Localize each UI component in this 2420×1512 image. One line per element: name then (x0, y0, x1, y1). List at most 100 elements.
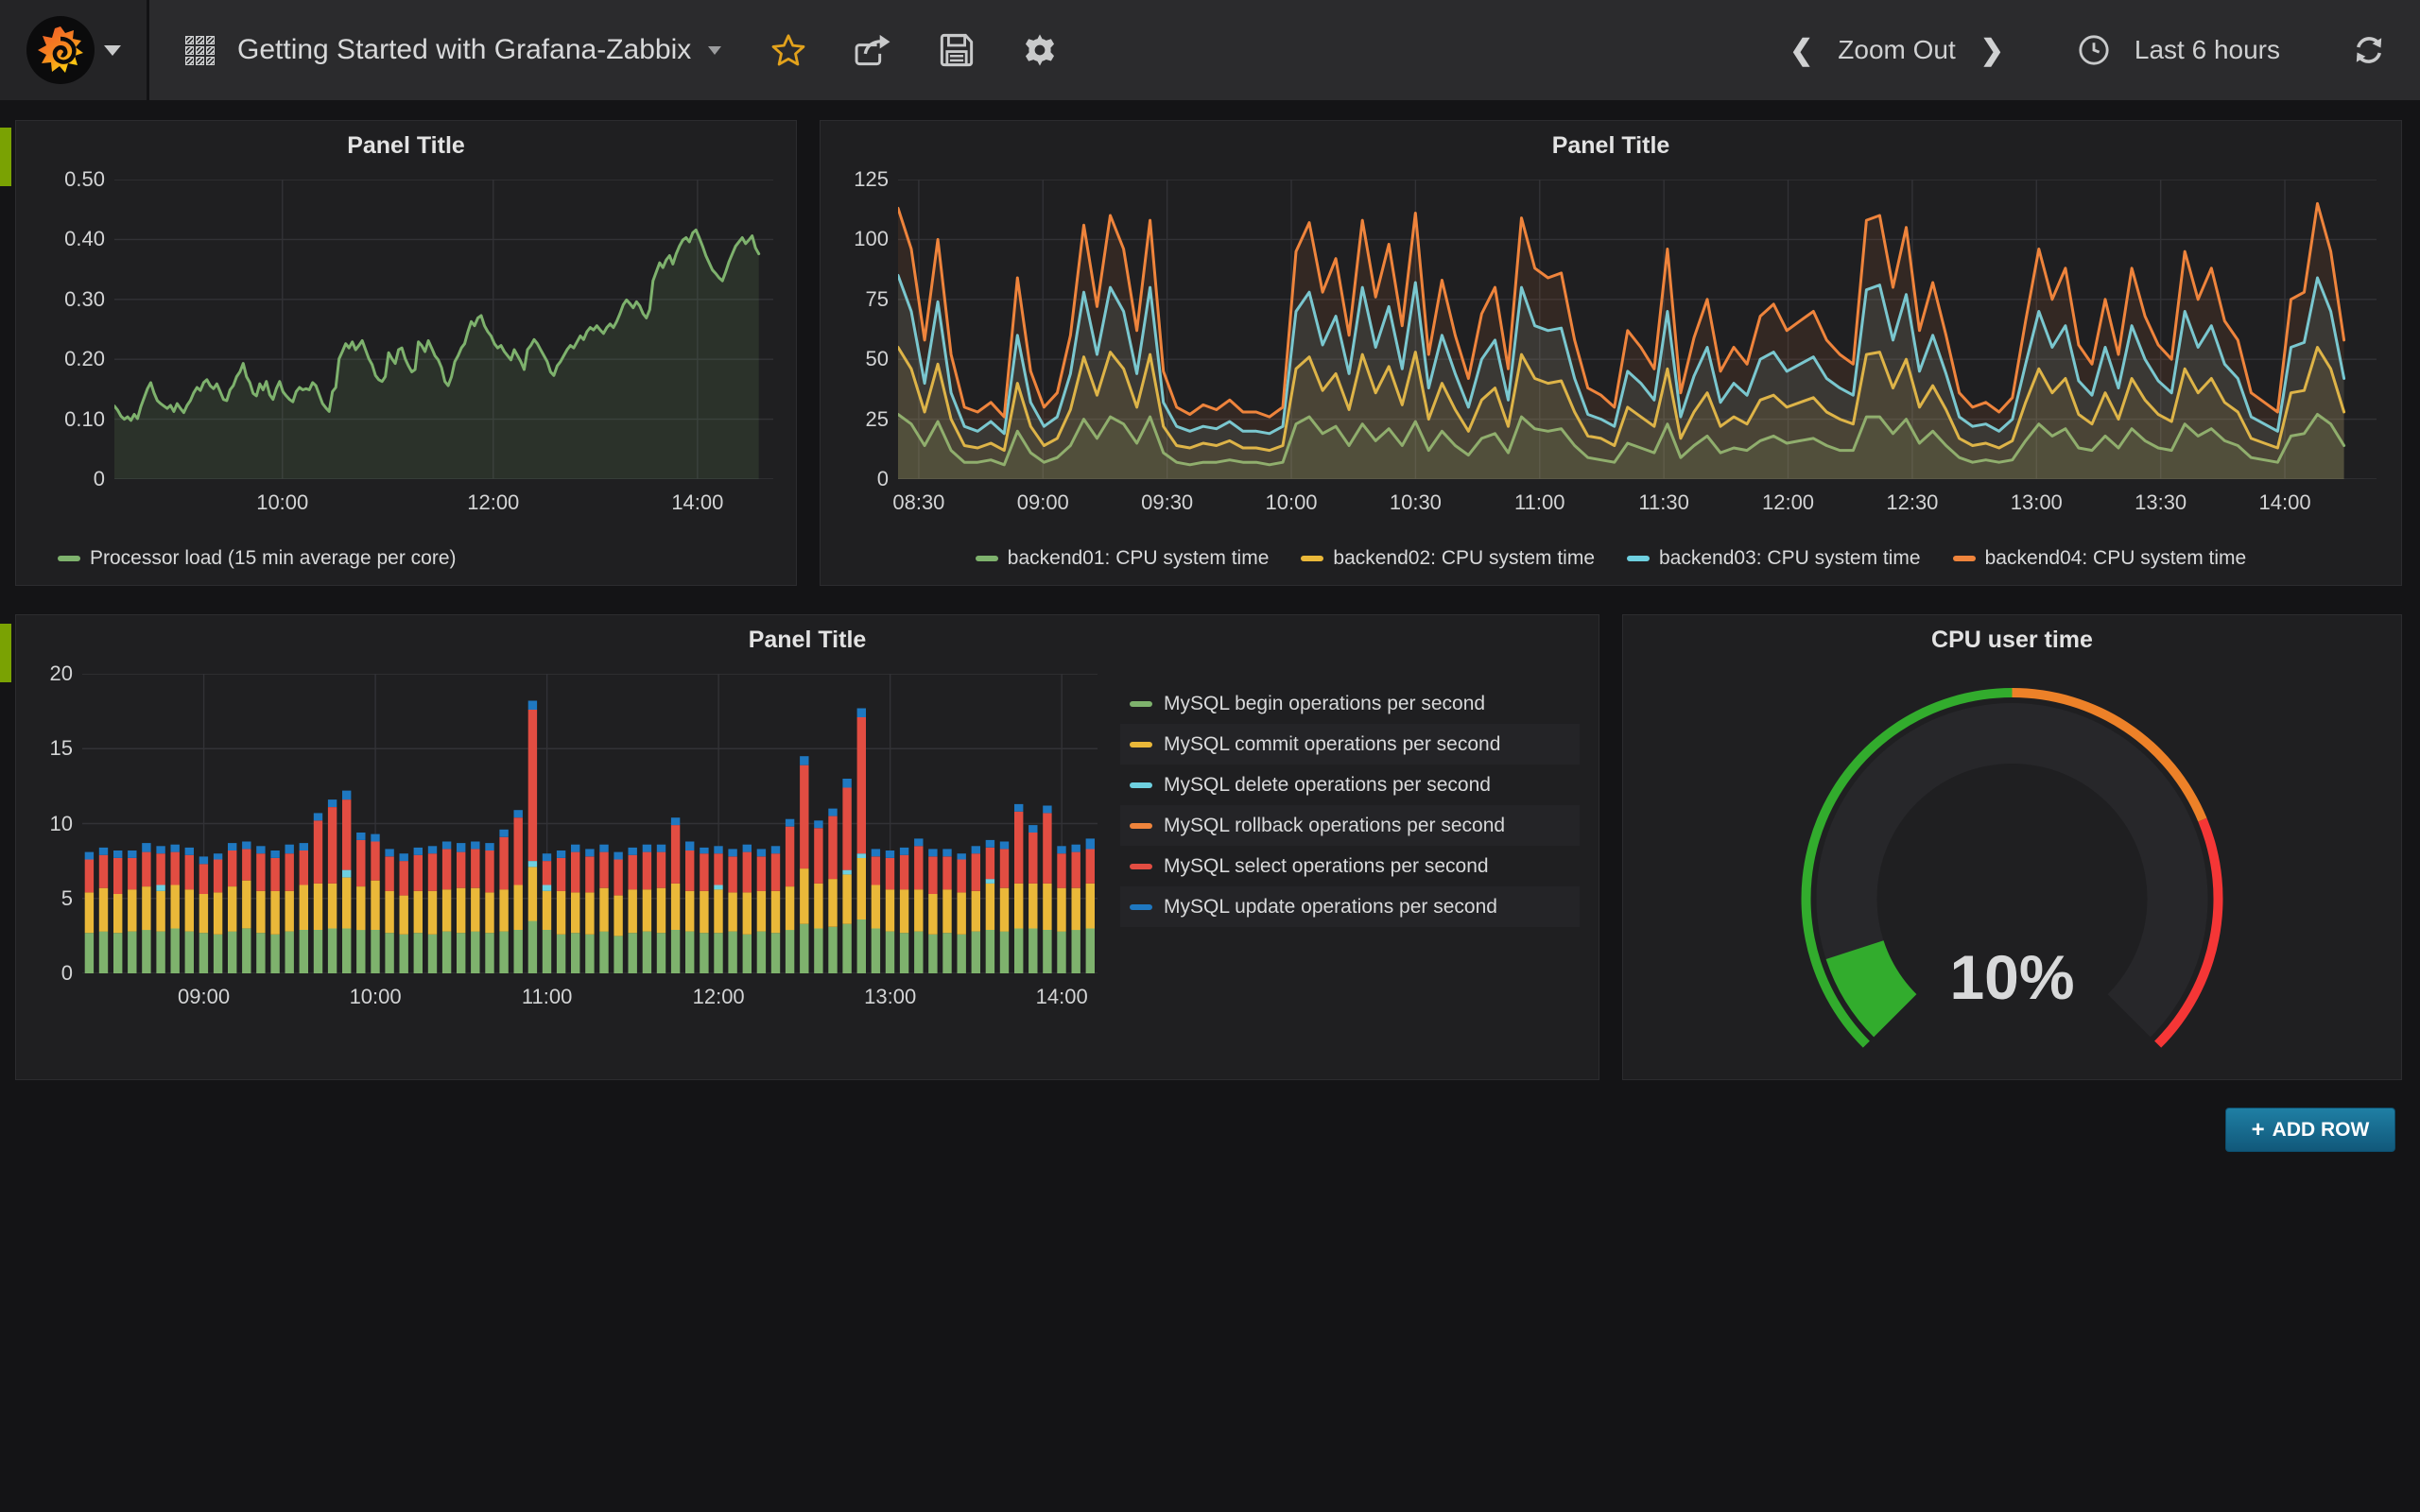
legend-label: backend04: CPU system time (1984, 547, 2247, 569)
y-axis-label: 0.30 (64, 286, 105, 311)
legend-label: Processor load (15 min average per core) (90, 547, 457, 569)
time-range-picker[interactable]: Last 6 hours (2134, 35, 2280, 64)
legend-color-dash (1130, 741, 1152, 747)
x-axis-label: 12:30 (1886, 490, 1939, 514)
legend-label: MySQL commit operations per second (1164, 732, 1501, 755)
legend-item[interactable]: MySQL select operations per second (1120, 846, 1580, 886)
legend-item[interactable]: Processor load (15 min average per core) (58, 547, 457, 570)
processor-load-plot[interactable] (114, 180, 773, 479)
clock-icon (2078, 34, 2110, 66)
x-axis-label: 13:00 (864, 985, 917, 1008)
mysql-operations-graph[interactable]: MySQL begin operations per second MySQL c… (16, 615, 1599, 1079)
panel-cpu-system-time: Panel Title 125 100 75 50 25 0 08:30 09:00 09:30… (820, 120, 2402, 586)
x-axis-label: 10:00 (256, 490, 309, 514)
time-back-chevron[interactable]: ❮ (1789, 34, 1814, 66)
y-axis-label: 0.40 (64, 227, 105, 251)
settings-gear-button[interactable] (1022, 32, 1058, 68)
panel4-title[interactable]: CPU user time (1931, 627, 2093, 653)
legend-item[interactable]: MySQL commit operations per second (1120, 724, 1580, 765)
x-axis-label: 12:00 (1761, 490, 1815, 514)
panel-cpu-user-time: CPU user time 10% (1622, 614, 2402, 1080)
x-axis-label: 12:00 (692, 985, 745, 1008)
legend-color-dash (1130, 863, 1152, 869)
mysql-operations-plot[interactable] (82, 674, 1098, 973)
y-axis-label: 20 (49, 662, 73, 685)
plus-icon: + (2251, 1116, 2265, 1143)
row2-handle[interactable] (0, 624, 11, 682)
panel3-title[interactable]: Panel Title (748, 627, 867, 653)
panel2-title[interactable]: Panel Title (1551, 132, 1670, 159)
legend-item[interactable]: MySQL begin operations per second (1120, 683, 1580, 724)
add-row-label: ADD ROW (2272, 1118, 2370, 1141)
x-axis-label: 13:00 (2010, 490, 2063, 514)
x-axis-label: 13:30 (2135, 490, 2187, 514)
legend-color-dash (1952, 556, 1976, 561)
x-axis-label: 09:00 (178, 985, 231, 1008)
legend-label: backend03: CPU system time (1659, 547, 1921, 569)
y-axis-label: 100 (854, 227, 889, 251)
legend-item[interactable]: backend04: CPU system time (1952, 547, 2247, 570)
add-row-button[interactable]: + ADD ROW (2225, 1108, 2395, 1152)
cpu-system-time-plot[interactable] (898, 180, 2377, 479)
y-axis-label: 75 (865, 286, 889, 311)
star-button[interactable] (770, 33, 806, 67)
panel-processor-load: Panel Title 0.50 0.40 0.30 0.20 0.10 0 10:00 12… (15, 120, 797, 586)
time-forward-chevron[interactable]: ❯ (1979, 34, 2004, 66)
y-axis-label: 0 (60, 961, 73, 985)
x-axis-label: 08:30 (892, 490, 945, 514)
y-axis-label: 0 (876, 467, 889, 490)
x-axis-label: 10:00 (349, 985, 402, 1008)
grafana-logo-button[interactable] (0, 0, 149, 100)
legend-item[interactable]: MySQL update operations per second (1120, 886, 1580, 927)
legend-item[interactable]: MySQL delete operations per second (1120, 765, 1580, 805)
legend-color-dash (975, 556, 998, 561)
dashboard-title-caret-icon[interactable] (708, 45, 722, 55)
legend-label: backend02: CPU system time (1333, 547, 1595, 569)
x-axis-label: 11:30 (1638, 490, 1689, 514)
panel1-title[interactable]: Panel Title (347, 132, 465, 159)
legend-item[interactable]: backend01: CPU system time (975, 547, 1269, 570)
y-axis-label: 0.20 (64, 347, 105, 371)
grafana-flame-icon (37, 26, 83, 73)
save-button[interactable] (939, 33, 975, 67)
y-axis-label: 15 (49, 736, 73, 761)
legend-label: MySQL rollback operations per second (1164, 814, 1506, 836)
legend-color-dash (1130, 822, 1152, 829)
processor-load-graph[interactable]: 0.50 0.40 0.30 0.20 0.10 0 10:00 12:00 14:00 Proc… (16, 121, 796, 585)
dashboard-title[interactable]: Getting Started with Grafana-Zabbix (237, 34, 692, 65)
legend-item[interactable]: backend03: CPU system time (1627, 547, 1921, 570)
y-axis-label: 125 (854, 167, 889, 191)
y-axis-label: 0.10 (64, 406, 105, 431)
dashboard-grid-icon (185, 35, 215, 65)
y-axis-label: 25 (865, 406, 889, 431)
legend-color-dash (1130, 700, 1152, 707)
legend-item[interactable]: backend02: CPU system time (1301, 547, 1595, 570)
x-axis-label: 14:00 (1035, 985, 1088, 1008)
zoom-out-button[interactable]: Zoom Out (1838, 35, 1956, 64)
mysql-legend: MySQL begin operations per second MySQL c… (1120, 683, 1580, 927)
y-axis-label: 0 (93, 467, 105, 490)
legend-color-dash (1627, 556, 1650, 561)
x-axis-label: 11:00 (1514, 490, 1565, 514)
x-axis-label: 09:00 (1016, 490, 1069, 514)
gauge-value: 10% (1949, 942, 2075, 1012)
y-axis-label: 5 (60, 885, 73, 910)
row1-handle[interactable] (0, 128, 11, 186)
navbar: Getting Started with Grafana-Zabbix (0, 0, 2420, 100)
x-axis-label: 10:00 (1265, 490, 1318, 514)
cpu-system-time-graph[interactable]: 125 100 75 50 25 0 08:30 09:00 09:30 10:00 10:30 11… (821, 121, 2401, 585)
legend-color-dash (1130, 903, 1152, 910)
legend-label: MySQL delete operations per second (1164, 773, 1491, 796)
legend-color-dash (1130, 782, 1152, 788)
share-button[interactable] (854, 33, 891, 67)
cpu-user-time-gauge[interactable]: 10% (1623, 615, 2401, 1079)
refresh-button[interactable] (2352, 33, 2386, 67)
legend-label: MySQL select operations per second (1164, 854, 1489, 877)
panel-mysql-operations: Panel Title MySQL begin operations per s… (15, 614, 1599, 1080)
legend-color-dash (1301, 556, 1324, 561)
legend-item[interactable]: MySQL rollback operations per second (1120, 805, 1580, 846)
graph-legend: backend01: CPU system time backend02: CPU… (821, 547, 2401, 570)
legend-label: MySQL update operations per second (1164, 895, 1497, 918)
y-axis-label: 50 (865, 347, 889, 371)
grafana-logo (26, 16, 95, 84)
